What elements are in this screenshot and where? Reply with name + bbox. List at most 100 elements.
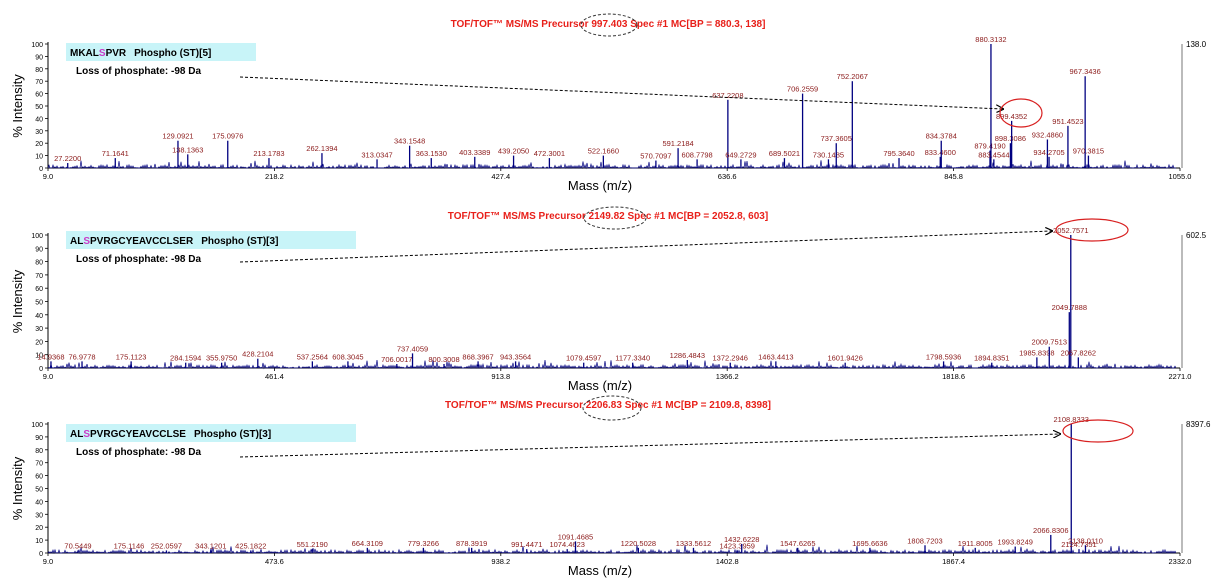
x-tick-label: 9.0 <box>43 372 53 381</box>
y-tick-label: 70 <box>35 79 43 86</box>
peak-label: 1091.4685 <box>558 532 593 541</box>
peak-label: 737.3605 <box>821 134 852 143</box>
x-tick-label: 1867.4 <box>942 557 965 566</box>
y-tick-label: 30 <box>35 326 43 333</box>
highlight-circle <box>1062 419 1134 443</box>
phosphate-loss-arrow <box>239 231 1052 263</box>
peak-label: 1985.8398 <box>1019 348 1054 357</box>
x-axis-label: Mass (m/z) <box>568 378 632 393</box>
peak-label: 1993.8249 <box>997 538 1032 547</box>
peak-label: 689.5021 <box>769 149 800 158</box>
peak-label: 2108.8333 <box>1054 415 1089 424</box>
peak-label: 779.3266 <box>408 539 439 548</box>
y-tick-label: 0 <box>39 551 43 558</box>
phosphate-loss-note: Loss of phosphate: -98 Da <box>76 254 201 265</box>
x-tick-label: 1055.0 <box>1169 172 1192 181</box>
peak-label: 2009.7513 <box>1032 338 1067 347</box>
y-tick-label: 60 <box>35 286 43 293</box>
peak-label: 343.1548 <box>394 137 425 146</box>
x-tick-label: 9.0 <box>43 172 53 181</box>
peak-label: 637.2208 <box>712 91 743 100</box>
max-intensity-label: 138.0 <box>1186 40 1207 49</box>
x-tick-label: 2332.0 <box>1169 557 1192 566</box>
highlight-circle <box>1055 218 1129 242</box>
peak-label: 800.3008 <box>428 355 459 364</box>
precursor-circle <box>582 395 642 421</box>
peak-label: 834.3784 <box>926 132 957 141</box>
x-axis-label: Mass (m/z) <box>568 563 632 578</box>
x-tick-label: 461.4 <box>265 372 284 381</box>
peak-label: 706.2559 <box>787 85 818 94</box>
peak-label: 262.1394 <box>306 144 337 153</box>
peak-label: 795.3640 <box>883 149 914 158</box>
peptide-prefix: AL <box>70 236 83 247</box>
peak-label: 2067.8262 <box>1061 348 1096 357</box>
spectrum-title: TOF/TOF™ MS/MS Precursor 2206.83 Spec #1… <box>445 400 771 411</box>
spectrum-title: TOF/TOF™ MS/MS Precursor 2149.82 Spec #1… <box>448 211 768 222</box>
y-tick-label: 90 <box>35 54 43 61</box>
peak-label: 129.0921 <box>162 132 193 141</box>
x-tick-label: 9.0 <box>43 557 53 566</box>
y-tick-label: 70 <box>35 273 43 280</box>
peptide-sequence: ALSPVRGCYEAVCCLSE Phospho (ST)[3] <box>70 429 271 440</box>
x-tick-label: 218.2 <box>265 172 284 181</box>
y-axis-label: % Intensity <box>10 269 25 333</box>
peak-label: 2066.8306 <box>1033 526 1068 535</box>
y-tick-label: 80 <box>35 67 43 74</box>
peptide-annotation-box <box>66 424 356 442</box>
y-tick-label: 50 <box>35 300 43 307</box>
spectrum-noise <box>47 544 1177 555</box>
x-tick-label: 913.8 <box>491 372 510 381</box>
phospho-site: S <box>83 429 90 440</box>
y-tick-label: 80 <box>35 260 43 267</box>
peak-label: 472.3001 <box>534 149 565 158</box>
y-tick-label: 90 <box>35 246 43 253</box>
peak-label: 138.1363 <box>172 145 203 154</box>
peak-label: 537.2564 <box>297 352 328 361</box>
phosphate-loss-note: Loss of phosphate: -98 Da <box>76 66 201 77</box>
y-tick-label: 50 <box>35 487 43 494</box>
modification-label: Phospho (ST)[3] <box>201 236 278 247</box>
peak-label: 1177.3340 <box>615 354 650 363</box>
peak-label: 1463.4413 <box>758 352 793 361</box>
y-tick-label: 0 <box>39 366 43 373</box>
peak-label: 1911.8005 <box>958 539 993 548</box>
peak-label: 1894.8351 <box>974 354 1009 363</box>
peak-label: 175.1146 <box>114 541 145 550</box>
y-tick-label: 90 <box>35 435 43 442</box>
peak-label: 363.1530 <box>416 149 447 158</box>
y-tick-label: 100 <box>31 42 43 49</box>
y-tick-label: 70 <box>35 461 43 468</box>
peak-label: 439.2050 <box>498 147 529 156</box>
peak-label: 175.0976 <box>212 132 243 141</box>
spectrum-panel-3: TOF/TOF™ MS/MS Precursor 2206.83 Spec #1… <box>10 395 1211 578</box>
peak-label: 898.3086 <box>995 134 1026 143</box>
spectrum-noise <box>47 160 1177 170</box>
y-tick-label: 20 <box>35 339 43 346</box>
peak-label: 879.4190 <box>974 142 1005 151</box>
y-tick-label: 10 <box>35 154 43 161</box>
x-tick-label: 427.4 <box>491 172 510 181</box>
peak-label: 664.3109 <box>352 539 383 548</box>
peak-label: 752.2067 <box>837 72 868 81</box>
peak-label: 213.1783 <box>253 149 284 158</box>
peak-label: 1808.7203 <box>907 536 942 545</box>
peak-label: 1220.5028 <box>621 539 656 548</box>
peak-label: 967.3436 <box>1069 67 1100 76</box>
peak-label: 284.1594 <box>170 354 201 363</box>
peak-label: 991.4471 <box>511 540 542 549</box>
modification-label: Phospho (ST)[3] <box>194 429 271 440</box>
peptide-sequence: ALSPVRGCYEAVCCLSER Phospho (ST)[3] <box>70 236 278 247</box>
peak-label: 1798.5936 <box>926 352 961 361</box>
x-tick-label: 1366.2 <box>716 372 739 381</box>
y-tick-label: 100 <box>31 233 43 240</box>
y-tick-label: 10 <box>35 353 43 360</box>
peptide-suffix: PVR <box>106 48 127 59</box>
peak-label: 2138.0110 <box>1068 536 1103 545</box>
x-tick-label: 845.8 <box>944 172 963 181</box>
highlight-circle <box>999 98 1043 128</box>
peak-label: 833.4600 <box>925 148 956 157</box>
modification-label: Phospho (ST)[5] <box>134 48 211 59</box>
precursor-circle <box>580 13 638 37</box>
